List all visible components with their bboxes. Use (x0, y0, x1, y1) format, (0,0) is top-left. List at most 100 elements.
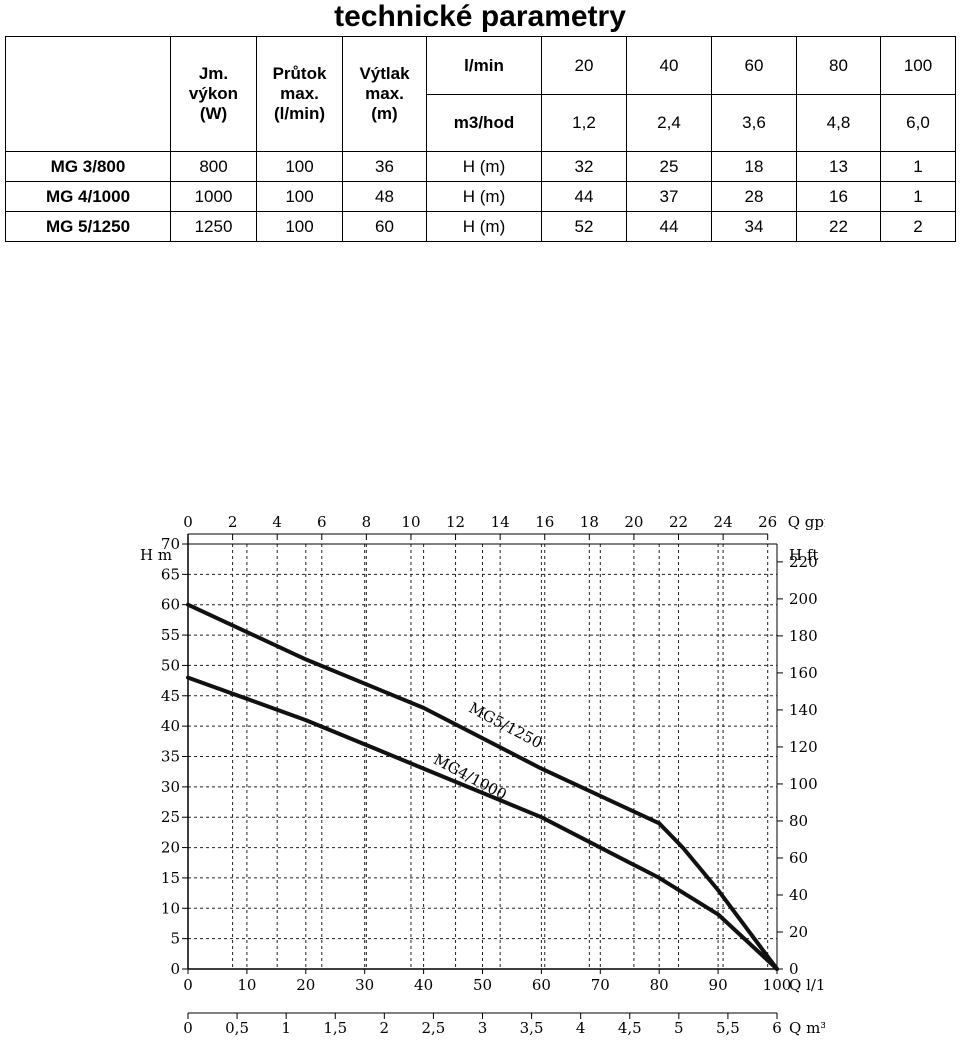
y-tick-label: 20 (161, 839, 180, 857)
flow-lmin-value: 60 (711, 36, 797, 95)
ft-tick-label: 200 (789, 590, 818, 608)
y-axis-label: H m (140, 546, 172, 564)
gpm-tick-label: 18 (580, 513, 599, 531)
gpm-tick-label: 20 (624, 513, 643, 531)
flow-m3h-value: 2,4 (626, 94, 712, 152)
y-tick-label: 55 (161, 626, 180, 644)
m3h-tick-label: 3 (478, 1019, 488, 1037)
gpm-tick-label: 2 (228, 513, 238, 531)
power-value: 1250 (170, 211, 257, 242)
right-axis-label: H ft (789, 546, 818, 564)
power-header: Jm. výkon (W) (170, 36, 257, 152)
model-header-cell (5, 36, 171, 152)
x-tick-label: 20 (296, 976, 315, 994)
x-tick-label: 90 (709, 976, 728, 994)
x-tick-label: 30 (355, 976, 374, 994)
y-tick-label: 5 (170, 930, 180, 948)
head-value: 32 (541, 151, 627, 182)
gpm-tick-label: 0 (183, 513, 193, 531)
m3h-tick-label: 0,5 (225, 1019, 249, 1037)
table-row: MG 5/1250 1250 100 60 H (m) 52 44 34 22 … (5, 211, 956, 242)
y-tick-label: 0 (170, 960, 180, 978)
flow-max-value: 100 (256, 181, 343, 212)
gpm-tick-label: 4 (272, 513, 282, 531)
ft-tick-label: 160 (789, 664, 818, 682)
m3h-tick-label: 4 (576, 1019, 586, 1037)
x-tick-label: 70 (591, 976, 610, 994)
head-value: 52 (541, 211, 627, 242)
y-tick-label: 40 (161, 717, 180, 735)
ft-tick-label: 220 (789, 553, 818, 571)
head-value: 34 (711, 211, 797, 242)
gpm-tick-label: 26 (758, 513, 777, 531)
flow-lmin-value: 40 (626, 36, 712, 95)
head-max-header: Výtlak max. (m) (342, 36, 427, 152)
ft-tick-label: 140 (789, 701, 818, 719)
ft-tick-label: 40 (789, 886, 808, 904)
x-tick-label: 10 (237, 976, 256, 994)
flow-m3h-value: 6,0 (880, 94, 956, 152)
flow-m3h-value: 1,2 (541, 94, 627, 152)
m3h-tick-label: 0 (183, 1019, 193, 1037)
ft-tick-label: 0 (789, 960, 799, 978)
gpm-tick-label: 8 (362, 513, 372, 531)
m3h-tick-label: 2,5 (421, 1019, 445, 1037)
ft-tick-label: 60 (789, 849, 808, 867)
table-row: MG 4/1000 1000 100 48 H (m) 44 37 28 16 … (5, 181, 956, 212)
flow-m3h-value: 3,6 (711, 94, 797, 152)
y-tick-label: 10 (161, 899, 180, 917)
ft-tick-label: 20 (789, 923, 808, 941)
ft-tick-label: 120 (789, 738, 818, 756)
gpm-tick-label: 16 (535, 513, 554, 531)
m3h-axis-label: Q m³/h (789, 1019, 825, 1037)
table-row: MG 3/800 800 100 36 H (m) 32 25 18 13 1 (5, 151, 956, 182)
x-tick-label: 80 (650, 976, 669, 994)
ft-tick-label: 100 (789, 775, 818, 793)
head-value: 13 (796, 151, 881, 182)
model-name: MG 4/1000 (5, 181, 171, 212)
gpm-tick-label: 12 (446, 513, 465, 531)
y-tick-label: 60 (161, 596, 180, 614)
power-value: 800 (170, 151, 257, 182)
head-value: 37 (626, 181, 712, 212)
m3h-tick-label: 6 (772, 1019, 782, 1037)
x-tick-label: 60 (532, 976, 551, 994)
y-tick-label: 70 (161, 535, 180, 553)
gpm-tick-label: 22 (669, 513, 688, 531)
head-value: 22 (796, 211, 881, 242)
m3h-tick-label: 3,5 (520, 1019, 544, 1037)
page-title: technické parametry (334, 0, 626, 33)
unit-label: H (m) (426, 181, 542, 212)
flow-m3h-value: 4,8 (796, 94, 881, 152)
x-tick-label: 50 (473, 976, 492, 994)
x-tick-label: 40 (414, 976, 433, 994)
m3h-tick-label: 2 (380, 1019, 390, 1037)
head-value: 1 (880, 181, 956, 212)
flow-max-header: Průtok max. (l/min) (256, 36, 343, 152)
curve-mg5-1250 (186, 602, 779, 971)
head-value: 25 (626, 151, 712, 182)
head-value: 18 (711, 151, 797, 182)
m3h-tick-label: 4,5 (618, 1019, 642, 1037)
head-value: 28 (711, 181, 797, 212)
curve-label-mg5-1250: MG5/1250 (466, 699, 545, 753)
unit-label: H (m) (426, 151, 542, 182)
model-name: MG 3/800 (5, 151, 171, 182)
power-value: 1000 (170, 181, 257, 212)
flow-lmin-value: 80 (796, 36, 881, 95)
x-axis-label: Q l/1' (789, 976, 825, 994)
ft-tick-label: 80 (789, 812, 808, 830)
head-value: 16 (796, 181, 881, 212)
y-tick-label: 65 (161, 565, 180, 583)
gpm-axis-label: Q gpm (788, 513, 825, 531)
gpm-tick-label: 6 (317, 513, 327, 531)
gpm-tick-label: 14 (491, 513, 510, 531)
head-max-value: 60 (342, 211, 427, 242)
flow-max-value: 100 (256, 151, 343, 182)
y-tick-label: 15 (161, 869, 180, 887)
head-value: 44 (626, 211, 712, 242)
pump-performance-chart: H m 0 5 10 15 20 25 30 35 40 45 50 55 60 65 70 0 10 20 30 40… (135, 497, 825, 1054)
curve-mg4-1000 (186, 675, 779, 971)
head-value: 2 (880, 211, 956, 242)
